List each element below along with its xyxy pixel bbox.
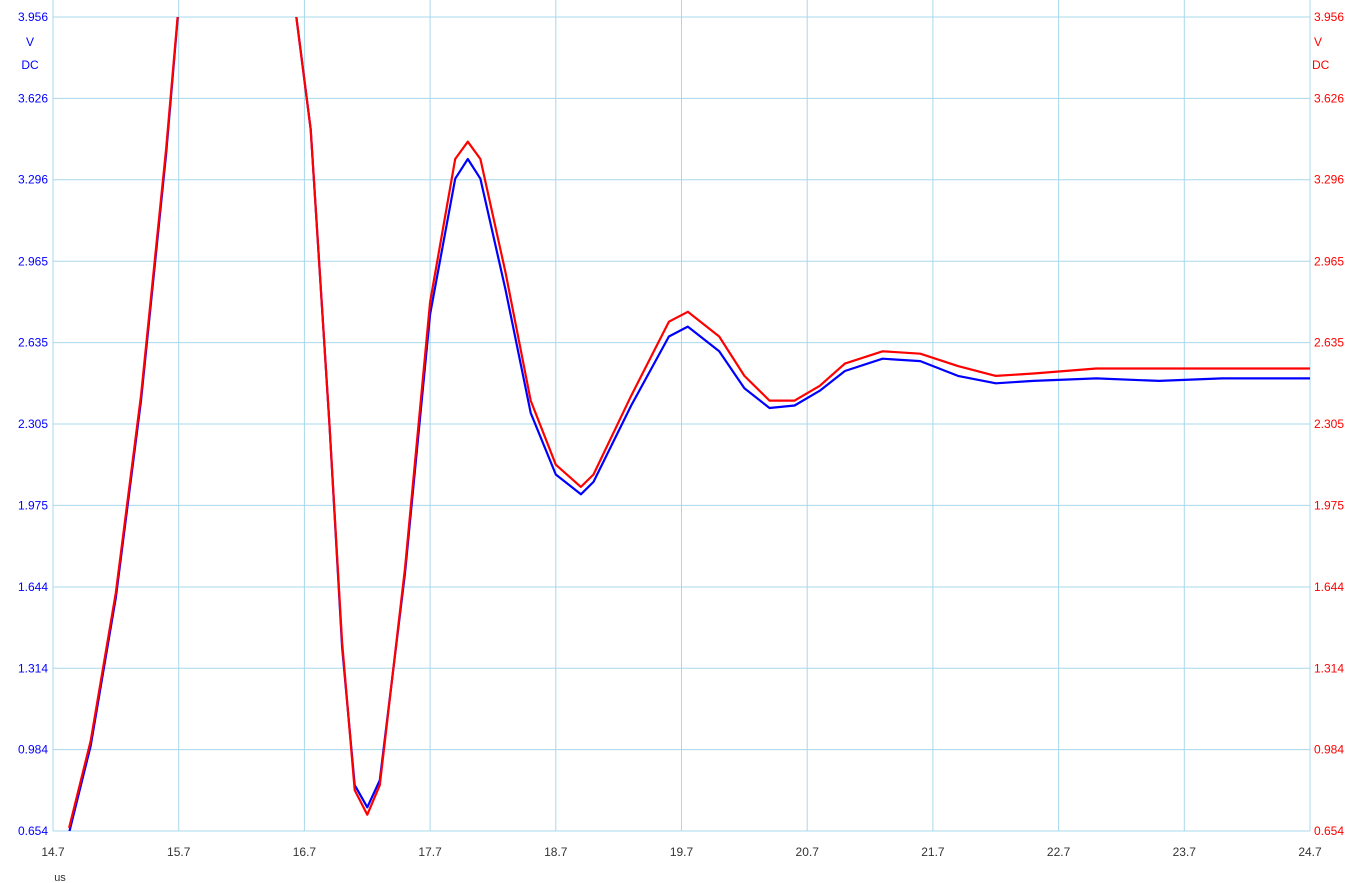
right-y-tick-label: 3.956 <box>1314 10 1344 24</box>
x-tick-label: 21.7 <box>921 845 945 859</box>
left-axis-unit: V <box>26 35 34 49</box>
x-tick-label: 17.7 <box>418 845 442 859</box>
x-tick-label: 16.7 <box>293 845 317 859</box>
left-y-tick-label: 1.975 <box>18 498 48 512</box>
left-y-tick-label: 0.984 <box>18 743 48 757</box>
left-y-tick-label: 3.626 <box>18 91 48 105</box>
left-y-tick-label: 2.635 <box>18 336 48 350</box>
right-y-tick-label: 0.984 <box>1314 743 1344 757</box>
right-y-tick-label: 1.314 <box>1314 661 1344 675</box>
left-y-tick-label: 1.644 <box>18 580 48 594</box>
right-y-tick-label: 0.654 <box>1314 824 1344 838</box>
x-tick-label: 23.7 <box>1173 845 1197 859</box>
right-y-tick-label: 2.965 <box>1314 254 1344 268</box>
right-y-tick-label: 2.635 <box>1314 336 1344 350</box>
right-y-tick-label: 2.305 <box>1314 417 1344 431</box>
x-axis-unit: us <box>54 872 66 883</box>
x-tick-label: 20.7 <box>796 845 820 859</box>
x-tick-label: 24.7 <box>1298 845 1322 859</box>
left-y-tick-label: 0.654 <box>18 824 48 838</box>
left-axis-coupling: DC <box>21 58 39 72</box>
x-tick-label: 22.7 <box>1047 845 1071 859</box>
left-y-tick-label: 3.296 <box>18 173 48 187</box>
right-y-tick-label: 3.296 <box>1314 173 1344 187</box>
x-tick-label: 14.7 <box>41 845 65 859</box>
x-tick-label: 18.7 <box>544 845 568 859</box>
right-axis-unit: V <box>1314 35 1322 49</box>
left-y-tick-label: 2.965 <box>18 254 48 268</box>
left-y-tick-label: 2.305 <box>18 417 48 431</box>
right-y-tick-label: 1.975 <box>1314 498 1344 512</box>
x-tick-label: 15.7 <box>167 845 191 859</box>
x-tick-label: 19.7 <box>670 845 694 859</box>
right-axis-coupling: DC <box>1312 58 1330 72</box>
left-y-tick-label: 1.314 <box>18 661 48 675</box>
left-y-tick-label: 3.956 <box>18 10 48 24</box>
right-y-tick-label: 3.626 <box>1314 91 1344 105</box>
right-y-tick-label: 1.644 <box>1314 580 1344 594</box>
